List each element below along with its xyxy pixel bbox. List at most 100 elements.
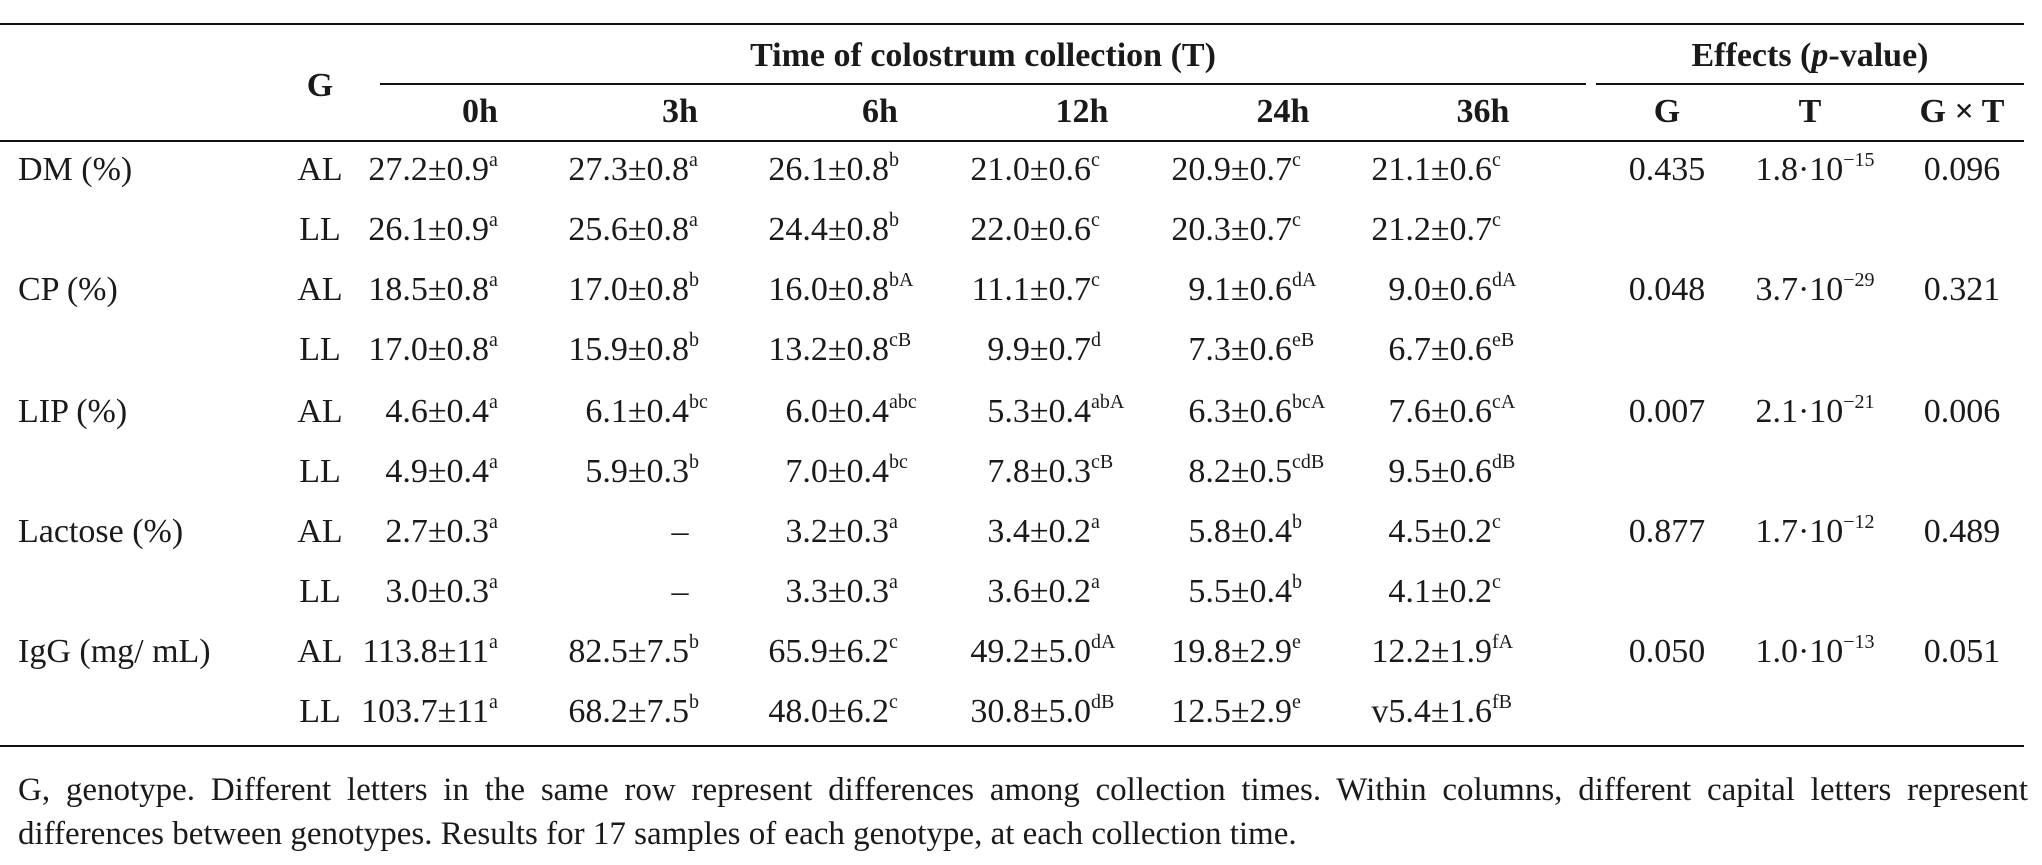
header-genotype: G — [306, 67, 334, 104]
table-cell: 26.1±0.8b — [768, 148, 899, 188]
cell-value: 11.1±0.7 — [971, 271, 1091, 308]
cell-value: 7.8±0.3 — [987, 453, 1091, 490]
table-cell: 15.9±0.8b — [568, 328, 699, 368]
row-genotype: LL — [299, 693, 341, 730]
cell-value: 3.6±0.2 — [987, 573, 1091, 610]
header-time-5: 36h — [1456, 93, 1510, 130]
table-cell: 113.8±11a — [362, 630, 498, 670]
table-cell: 6.0±0.4abc — [785, 390, 917, 430]
table-cell: 82.5±7.5b — [568, 630, 699, 670]
row-genotype: AL — [297, 151, 343, 188]
table-cell: 25.6±0.8a — [568, 208, 698, 248]
header-time-3: 12h — [1055, 93, 1109, 130]
table-cell: 17.0±0.8b — [568, 268, 699, 308]
cell-value: 3.4±0.2 — [987, 513, 1091, 550]
row-genotype: LL — [299, 211, 341, 248]
effect-t-exponent: −21 — [1843, 390, 1875, 413]
header-effect-0: G — [1653, 93, 1681, 130]
table-cell: 18.5±0.8a — [368, 268, 498, 308]
row-genotype: AL — [297, 393, 343, 430]
cell-value: 26.1±0.9 — [368, 211, 489, 248]
cell-value: 103.7±11 — [361, 693, 489, 730]
cell-value: 4.1±0.2 — [1388, 573, 1492, 610]
row-variable: IgG (mg/ mL) — [18, 633, 211, 670]
table-cell: 5.5±0.4b — [1188, 570, 1302, 610]
row-genotype: AL — [297, 513, 343, 550]
cell-value: 3.2±0.3 — [785, 513, 889, 550]
effect-gxt: 0.006 — [1923, 393, 2001, 430]
effect-g: 0.048 — [1628, 271, 1706, 308]
table-cell: 3.0±0.3a — [385, 570, 498, 610]
cell-value: 2.7±0.3 — [385, 513, 489, 550]
table-cell: 103.7±11a — [361, 690, 498, 730]
effect-t: 2.1·10−21 — [1730, 392, 1900, 432]
table-cell: 2.7±0.3a — [385, 510, 498, 550]
header-time-0: 0h — [462, 93, 498, 130]
table-cell: 12.2±1.9fA — [1371, 630, 1514, 670]
effect-t-exponent: −12 — [1843, 510, 1875, 533]
effect-t: 1.0·10−13 — [1730, 632, 1900, 672]
table-cell: 6.7±0.6eB — [1388, 328, 1515, 368]
cell-value: 65.9±6.2 — [768, 633, 889, 670]
effects-label-prefix: Effects ( — [1691, 37, 1812, 74]
cell-value: 8.2±0.5 — [1188, 453, 1292, 490]
table-cell: 9.9±0.7d — [987, 328, 1101, 368]
table-cell: 11.1±0.7c — [971, 268, 1100, 308]
table-cell: 9.5±0.6dB — [1388, 450, 1516, 490]
cell-value: 24.4±0.8 — [768, 211, 889, 248]
table-cell: 21.0±0.6c — [970, 148, 1100, 188]
cell-value: 7.6±0.6 — [1388, 393, 1492, 430]
effect-g: 0.007 — [1628, 393, 1706, 430]
row-variable: CP (%) — [18, 271, 118, 308]
cell-value: v5.4±1.6 — [1371, 693, 1492, 730]
row-genotype: LL — [299, 453, 341, 490]
cell-value: 6.0±0.4 — [785, 393, 889, 430]
cell-value: 18.5±0.8 — [368, 271, 489, 308]
effect-t: 1.7·10−12 — [1730, 512, 1900, 552]
cell-value: 15.9±0.8 — [568, 331, 689, 368]
cell-value: 19.8±2.9 — [1171, 633, 1292, 670]
cell-value: 12.2±1.9 — [1371, 633, 1492, 670]
effect-g: 0.877 — [1628, 513, 1706, 550]
header-time-4: 24h — [1256, 93, 1310, 130]
cell-value: 7.3±0.6 — [1188, 331, 1292, 368]
row-variable: LIP (%) — [18, 393, 128, 430]
cell-value: 9.0±0.6 — [1388, 271, 1492, 308]
header-rule — [0, 140, 2024, 142]
table-cell: 20.3±0.7c — [1171, 208, 1301, 248]
cell-value: 7.0±0.4 — [785, 453, 889, 490]
effect-t-exponent: −15 — [1843, 148, 1875, 171]
table-cell: 5.9±0.3b — [585, 450, 699, 490]
cell-value: 17.0±0.8 — [368, 331, 489, 368]
cell-value: 113.8±11 — [362, 633, 489, 670]
table-cell: 30.8±5.0dB — [970, 690, 1115, 730]
row-genotype: AL — [297, 271, 343, 308]
effect-g: 0.435 — [1628, 151, 1706, 188]
row-genotype: LL — [299, 331, 341, 368]
cell-value: 21.1±0.6 — [1371, 151, 1492, 188]
effects-label-p: p — [1811, 37, 1829, 74]
cell-value: 5.3±0.4 — [987, 393, 1091, 430]
effects-group-rule — [1596, 83, 2024, 85]
table-cell: 19.8±2.9e — [1171, 630, 1301, 670]
row-variable: Lactose (%) — [18, 513, 184, 550]
effect-t-base: 1.0·10 — [1755, 633, 1844, 670]
header-time-group: Time of colostrum collection (T) — [750, 37, 1216, 74]
effect-t-base: 1.7·10 — [1755, 513, 1844, 550]
table-cell: 6.1±0.4bc — [585, 390, 708, 430]
effect-gxt: 0.051 — [1923, 633, 2001, 670]
table-cell: v5.4±1.6fB — [1371, 690, 1512, 730]
effect-t-base: 1.8·10 — [1755, 151, 1844, 188]
table-cell: – — [590, 512, 770, 552]
table-cell: 3.2±0.3a — [785, 510, 898, 550]
row-genotype: AL — [297, 633, 343, 670]
cell-value: 12.5±2.9 — [1171, 693, 1292, 730]
cell-value: – — [671, 513, 689, 550]
effect-t-base: 2.1·10 — [1755, 393, 1844, 430]
effects-label-suffix: -value) — [1828, 37, 1929, 74]
table-cell: 21.1±0.6c — [1371, 148, 1501, 188]
effect-t-exponent: −13 — [1843, 630, 1875, 653]
table-cell: 7.0±0.4bc — [785, 450, 908, 490]
cell-value: 6.1±0.4 — [585, 393, 689, 430]
